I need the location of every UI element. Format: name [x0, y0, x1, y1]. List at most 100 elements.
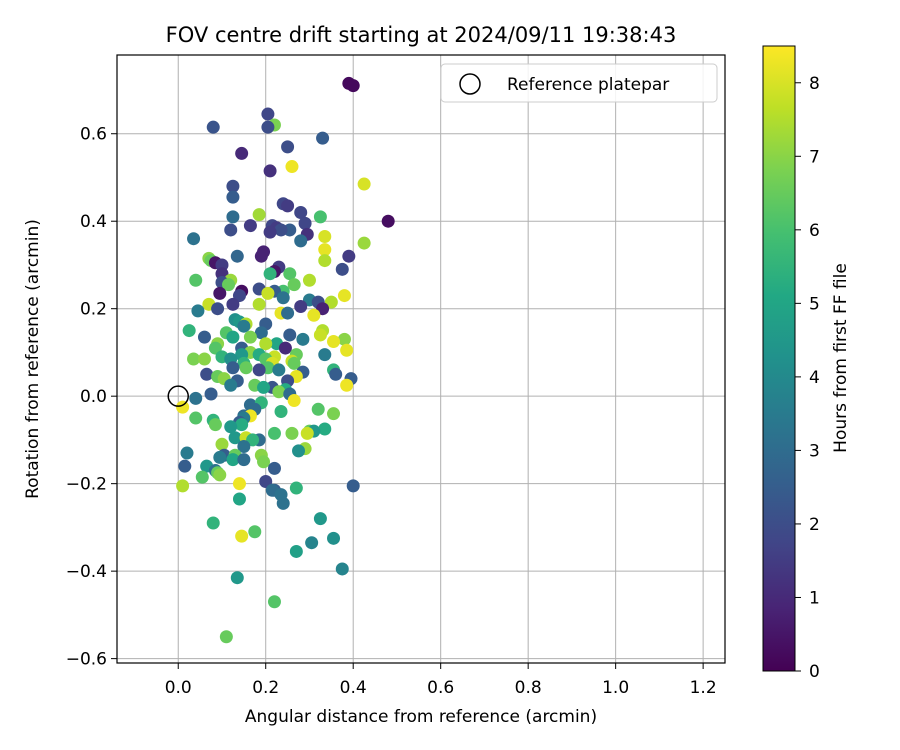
scatter-point	[208, 418, 222, 432]
colorbar-ticks: 0 1 2 3 4 5 6 7 8	[795, 74, 820, 682]
scatter-point	[327, 407, 341, 421]
scatter-point	[313, 328, 327, 342]
scatter-point	[283, 267, 297, 281]
scatter-point	[289, 544, 303, 558]
x-tick-label: 1.2	[690, 678, 717, 698]
scatter-point	[302, 273, 316, 287]
plot-frame	[116, 54, 726, 664]
y-tick-label: 0.2	[80, 300, 107, 320]
scatter-point	[259, 337, 273, 351]
legend: Reference platepar	[440, 63, 718, 103]
x-tick-label: 0.0	[165, 678, 192, 698]
scatter-point	[237, 319, 251, 333]
scatter-point	[263, 164, 277, 178]
scatter-point	[272, 363, 286, 377]
scatter-point	[211, 302, 225, 316]
scatter-point	[237, 453, 251, 467]
scatter-point	[296, 332, 310, 346]
scatter-point	[213, 468, 227, 482]
scatter-point	[318, 348, 332, 362]
scatter-point	[254, 326, 268, 340]
scatter-point	[195, 470, 209, 484]
scatter-point	[287, 356, 301, 370]
scatter-point	[263, 225, 277, 239]
scatter-point	[226, 297, 240, 311]
scatter-point	[226, 361, 240, 375]
scatter-point	[313, 512, 327, 526]
y-tick-label: −0.6	[66, 650, 107, 670]
x-tick-label: 1.0	[602, 678, 629, 698]
scatter-point	[180, 446, 194, 460]
scatter-point	[254, 249, 268, 263]
x-tick-label: 0.6	[427, 678, 454, 698]
colorbar-tick-label: 1	[809, 588, 820, 608]
scatter-point	[226, 453, 240, 467]
scatter-point	[230, 571, 244, 585]
scatter-point	[222, 278, 236, 292]
scatter-point	[176, 400, 190, 414]
scatter-point	[316, 131, 330, 145]
colorbar-tick-label: 0	[809, 662, 820, 682]
scatter-point	[357, 177, 371, 191]
scatter-point	[307, 308, 321, 322]
scatter-point	[298, 216, 312, 230]
scatter-point	[176, 479, 190, 493]
scatter-point	[318, 254, 332, 268]
scatter-point	[294, 300, 308, 314]
scatter-point	[252, 363, 266, 377]
scatter-point	[226, 210, 240, 224]
scatter-point	[187, 352, 201, 366]
scatter-point	[357, 236, 371, 250]
scatter-point	[200, 367, 214, 381]
scatter-point	[263, 267, 277, 281]
scatter-point	[294, 234, 308, 248]
scatter-point	[285, 160, 299, 174]
scatter-point	[318, 243, 332, 257]
x-axis-ticks: 0.0 0.2 0.4 0.6 0.8 1.0 1.2	[165, 663, 717, 698]
y-tick-label: −0.2	[66, 475, 107, 495]
y-axis-ticks: −0.6 −0.4 −0.2 0.0 0.2 0.4 0.6	[66, 125, 117, 670]
scatter-point	[224, 223, 238, 237]
scatter-point	[235, 418, 249, 432]
scatter-point	[313, 210, 327, 224]
x-tick-label: 0.8	[515, 678, 542, 698]
y-tick-label: 0.0	[80, 387, 107, 407]
scatter-point	[278, 341, 292, 355]
scatter-point	[281, 140, 295, 154]
scatter-point	[289, 481, 303, 495]
scatter-point	[213, 286, 227, 300]
scatter-point	[285, 426, 299, 440]
scatter-point	[243, 219, 257, 233]
scatter-point	[305, 536, 319, 550]
colorbar-tick-label: 7	[809, 147, 820, 167]
scatter-point	[187, 232, 201, 246]
scatter-point	[224, 378, 238, 392]
scatter-point	[197, 352, 211, 366]
scatter-point	[346, 479, 360, 493]
colorbar-gradient	[762, 45, 796, 672]
scatter-point	[219, 630, 233, 644]
y-tick-label: −0.4	[66, 562, 107, 582]
scatter-point	[261, 120, 275, 134]
scatter-point	[272, 385, 286, 399]
x-axis-label: Angular distance from reference (arcmin)	[245, 707, 597, 727]
scatter-point	[342, 249, 356, 263]
colorbar-tick-label: 4	[809, 368, 820, 388]
scatter-point	[340, 378, 354, 392]
scatter-point	[274, 404, 288, 418]
scatter-point	[311, 402, 325, 416]
scatter-point	[294, 205, 308, 219]
scatter-point	[191, 304, 205, 318]
scatter-point	[206, 516, 220, 530]
scatter-point	[224, 420, 238, 434]
scatter-point	[232, 492, 246, 506]
colorbar-tick-label: 3	[809, 441, 820, 461]
colorbar-tick-label: 5	[809, 294, 820, 314]
colorbar-tick-label: 2	[809, 515, 820, 535]
scatter-point	[287, 394, 301, 408]
legend-marker	[459, 73, 481, 95]
scatter-point	[267, 426, 281, 440]
x-tick-label: 0.4	[340, 678, 367, 698]
chart-title: FOV centre drift starting at 2024/09/11 …	[166, 23, 677, 47]
